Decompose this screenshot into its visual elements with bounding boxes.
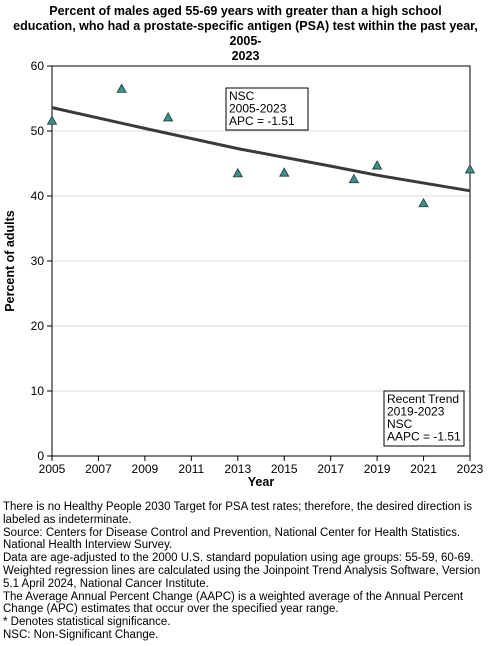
axis-ticks: 0 10 20 30 40 50 60 2005 2007 2009 2011 2013 2015 201… <box>31 59 484 476</box>
psa-scatter-chart: 0 10 20 30 40 50 60 2005 2007 2009 2011 2013 2015 201… <box>3 59 484 489</box>
chart-title-line: Percent of males aged 55-69 years with g… <box>49 4 442 18</box>
footnote: * Denotes statistical significance. <box>3 616 171 629</box>
data-point-triangle <box>279 167 290 177</box>
annotation-text: NSC <box>229 89 255 103</box>
annotation-text: APC = -1.51 <box>229 114 295 128</box>
chart-title-line: education, who had a prostate-specific a… <box>13 19 478 48</box>
annotation-box <box>225 87 309 131</box>
y-tick-label: 10 <box>31 384 45 398</box>
y-tick-label: 60 <box>31 59 45 73</box>
trend-line <box>51 106 471 193</box>
data-point-triangle <box>418 197 429 208</box>
grid-lines <box>52 130 470 392</box>
chart-title-line: 2023 <box>231 49 260 63</box>
y-tick-label: 20 <box>31 319 45 333</box>
footnote: The Average Annual Percent Change (AAPC)… <box>3 590 464 616</box>
data-point-triangle <box>46 115 58 125</box>
annotation-text: 2005-2023 <box>229 102 287 116</box>
x-tick-label: 2005 <box>39 462 66 476</box>
y-axis-title: Percent of adults <box>3 210 17 311</box>
chart-title: Percent of males aged 55-69 years with g… <box>0 4 491 64</box>
data-point-triangle <box>464 164 476 174</box>
data-point-triangle <box>232 167 243 178</box>
annotation-box <box>383 390 465 447</box>
annotation-text: Recent Trend <box>387 392 459 406</box>
annotation-text: 2019-2023 <box>387 405 445 419</box>
data-point-triangle <box>116 83 127 93</box>
x-tick-label: 2023 <box>457 462 484 476</box>
footnote: Weighted regression lines are calculated… <box>3 564 481 590</box>
x-axis-title: Year <box>248 475 275 489</box>
y-tick-label: 0 <box>37 449 44 463</box>
y-tick-label: 50 <box>31 124 45 138</box>
x-tick-label: 2009 <box>132 462 159 476</box>
annotation-text: NSC <box>387 417 413 431</box>
y-tick-label: 30 <box>31 254 45 268</box>
x-tick-label: 2013 <box>224 462 251 476</box>
x-tick-label: 2017 <box>317 462 344 476</box>
annotation-text: AAPC = -1.51 <box>387 430 461 444</box>
footnote: Data are age-adjusted to the 2000 U.S. s… <box>3 552 474 565</box>
data-point-triangle <box>348 173 360 184</box>
data-point-triangle <box>371 160 383 170</box>
x-tick-label: 2011 <box>178 462 204 476</box>
footnote: NSC: Non-Significant Change. <box>3 628 159 641</box>
y-tick-label: 40 <box>31 189 45 203</box>
x-tick-label: 2021 <box>410 462 437 476</box>
data-points <box>46 83 476 208</box>
x-tick-label: 2015 <box>271 462 298 476</box>
footnote: Source: Centers for Disease Control and … <box>3 526 461 552</box>
footnote: There is no Healthy People 2030 Target f… <box>3 501 472 526</box>
x-tick-label: 2007 <box>85 462 112 476</box>
footnotes: There is no Healthy People 2030 Target f… <box>3 501 489 642</box>
data-point-triangle <box>162 112 174 122</box>
x-tick-label: 2019 <box>364 462 391 476</box>
